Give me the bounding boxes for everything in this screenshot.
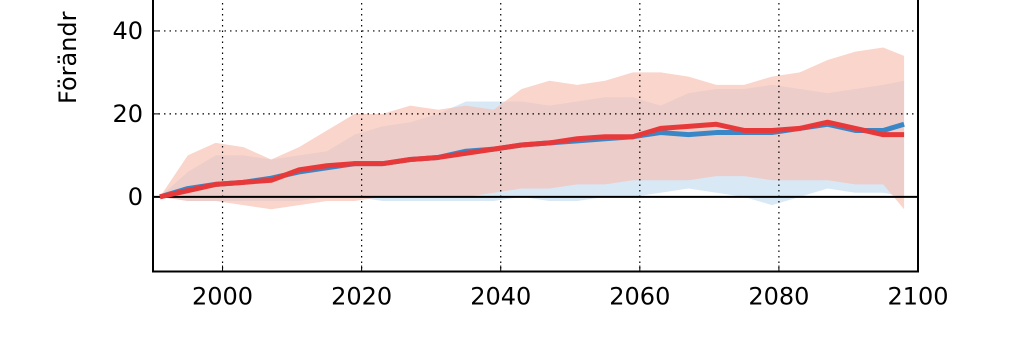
y-tick-label: 20	[112, 100, 143, 128]
x-tick-label: 2040	[470, 283, 531, 311]
x-tick-label: 2100	[887, 283, 948, 311]
x-tick-label: 2020	[331, 283, 392, 311]
x-tick-label: 2000	[192, 283, 253, 311]
line	[159, 119, 905, 200]
y-tick-label: 0	[128, 183, 143, 211]
x-tick-label: 2080	[748, 283, 809, 311]
y-axis-label: Förändr	[54, 11, 82, 104]
x-tick-label: 2060	[609, 283, 670, 311]
axes-frame	[152, 0, 919, 273]
range-band	[159, 47, 905, 210]
y-tick-label: 40	[112, 17, 143, 45]
